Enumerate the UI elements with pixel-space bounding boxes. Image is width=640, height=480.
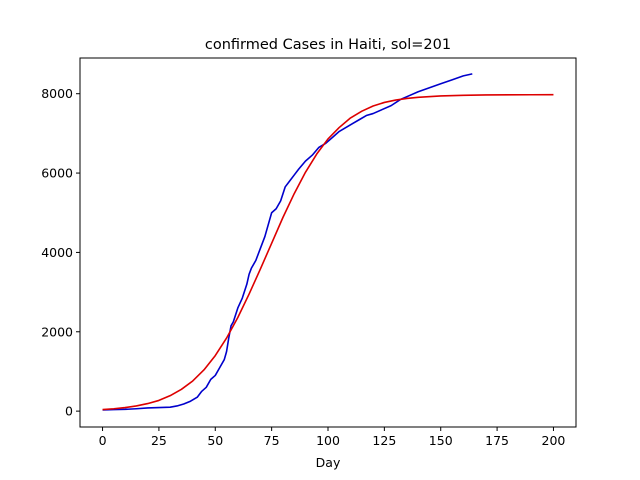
y-tick-label: 8000 (41, 86, 73, 101)
fitted-curve-line (102, 93, 554, 411)
axes-frame (79, 57, 577, 428)
x-tick-label: 150 (429, 433, 453, 448)
x-tick-label: 200 (542, 433, 566, 448)
chart-title: confirmed Cases in Haiti, sol=201 (205, 37, 451, 53)
x-axis: 0 25 50 75 100 125 150 175 200 (99, 427, 566, 448)
y-tick-label: 6000 (41, 166, 73, 181)
x-tick-label: 125 (372, 433, 396, 448)
x-tick-label: 175 (485, 433, 509, 448)
x-tick-label: 50 (207, 433, 223, 448)
x-axis-label: Day (316, 455, 341, 470)
confirmed-cases-line (102, 73, 473, 411)
x-tick-label: 25 (151, 433, 167, 448)
plot-area (102, 73, 554, 411)
y-tick-label: 0 (65, 404, 73, 419)
y-axis: 0 2000 4000 6000 8000 (41, 86, 80, 419)
x-tick-label: 100 (316, 433, 340, 448)
y-tick-label: 4000 (41, 245, 73, 260)
x-tick-label: 0 (99, 433, 107, 448)
y-tick-label: 2000 (41, 324, 73, 339)
x-tick-label: 75 (264, 433, 280, 448)
